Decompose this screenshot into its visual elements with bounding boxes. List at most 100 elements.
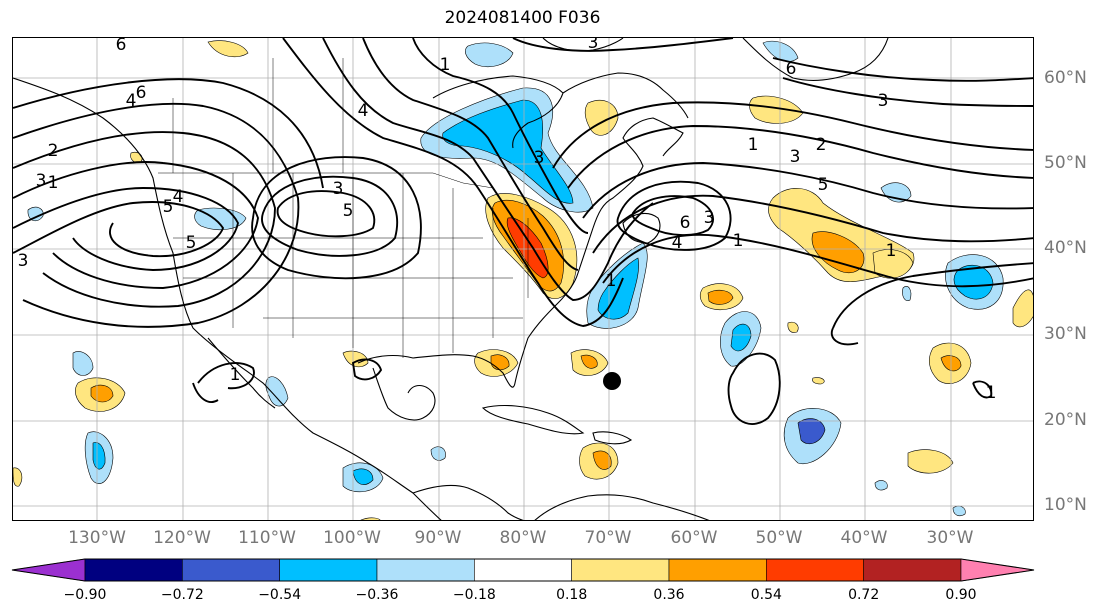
colorbar-segment [766, 558, 864, 582]
warm-blob-small-a [130, 151, 143, 163]
contour-label: 3 [18, 251, 29, 271]
blue-blob-greenland [762, 40, 799, 62]
blue-blob-caribbean-south-core [352, 468, 374, 485]
shaded-fields [13, 40, 1033, 520]
colorbar-segment [84, 558, 183, 582]
blue-blob-mid-pacific [72, 351, 94, 376]
blue-blob-small-3 [952, 505, 966, 517]
contour-label: 2 [816, 135, 827, 155]
contour-label: 6 [116, 38, 127, 55]
colorbar-tick-label: 0.72 [848, 587, 880, 603]
contour-label: 3 [704, 208, 715, 228]
map-title: 2024081400 F036 [444, 8, 601, 28]
lon-label-130w: 130°W [68, 528, 126, 548]
warm-blob-bahamas-orange [580, 354, 598, 369]
coast-baja [207, 337, 276, 409]
contour-label: 2 [48, 141, 59, 161]
graticule [13, 38, 1033, 520]
storm-center-marker [603, 372, 621, 390]
contour-label: 1 [230, 365, 241, 385]
warm-blob-northwest [207, 40, 249, 58]
colorbar-segment [376, 558, 475, 582]
warm-blob-south-atlantic [907, 449, 954, 474]
coast-greenland [742, 38, 889, 82]
contour-label: 5 [186, 233, 197, 253]
colorbar-segment [11, 558, 86, 582]
warm-blob-atlantic-central-orange [811, 231, 865, 274]
blue-blob-small-1 [430, 446, 446, 461]
lon-label-80w: 80°W [499, 528, 547, 548]
colorbar-tick-label: −0.36 [355, 587, 399, 603]
contour-label: 4 [173, 187, 184, 207]
lat-label-40n: 40°N [1044, 238, 1087, 258]
blue-blob-east-pacific-core [92, 442, 106, 470]
colorbar-tick-label: 0.90 [945, 587, 977, 603]
contour-label: 4 [672, 233, 683, 253]
contour-label: 1 [440, 55, 451, 75]
lon-label-50w: 50°W [755, 528, 803, 548]
blue-blob-south-atlantic-2 [902, 286, 912, 301]
contour-label: 1 [886, 241, 897, 261]
colorbar [11, 558, 1035, 582]
lon-label-70w: 70°W [584, 528, 632, 548]
contour-label: 6 [136, 83, 147, 103]
lon-label-40w: 40°W [840, 528, 888, 548]
contour-label: 1 [48, 173, 59, 193]
lon-label-30w: 30°W [926, 528, 974, 548]
contour-label: 1 [733, 231, 744, 251]
lat-label-50n: 50°N [1044, 153, 1087, 173]
colorbar-tick-label: −0.90 [63, 587, 107, 603]
lat-label-60n: 60°N [1044, 68, 1087, 88]
colorbar-segment [182, 558, 280, 582]
warm-blob-azores-orange [707, 289, 734, 305]
political-borders [158, 58, 529, 358]
lon-label-110w: 110°W [238, 528, 296, 548]
height-contours [13, 38, 1033, 425]
warm-blob-small-b [787, 321, 799, 333]
blue-blob-north [465, 42, 514, 67]
lat-label-10n: 10°N [1044, 495, 1087, 515]
lat-label-30n: 30°N [1044, 324, 1087, 344]
contour-label: 5 [343, 201, 354, 221]
lon-label-90w: 90°W [414, 528, 462, 548]
blue-blob-atlantic-mid-core [730, 323, 752, 352]
warm-blob-caribbean-orange [592, 450, 612, 470]
map-canvas: 6 4 1 3 2 1 3 5 4 3 6 3 2 1 3 5 1 3 5 1 … [13, 38, 1033, 520]
contour-label: 3 [36, 171, 47, 191]
contour-label: 4 [358, 101, 369, 121]
coast-gulf-of-mexico [357, 227, 594, 388]
blue-blob-east-atlantic-core [953, 264, 994, 300]
blue-blob-mexico [265, 376, 289, 407]
blue-blob-atlantic-south-core [797, 418, 826, 445]
colorbar-segment [279, 558, 378, 582]
coast-hispaniola [592, 431, 633, 445]
colorbar-segment [960, 558, 1035, 582]
lon-label-120w: 120°W [153, 528, 211, 548]
map-frame: 6 4 1 3 2 1 3 5 4 3 6 3 2 1 3 5 1 3 5 1 … [12, 37, 1034, 521]
warm-blob-gulf-west [342, 350, 369, 368]
coast-south-america [534, 494, 710, 520]
contour-label: 1 [606, 271, 617, 291]
warm-blob-small-e [360, 517, 381, 520]
colorbar-tick-label: −0.72 [160, 587, 204, 603]
warm-blob-us-east-red [506, 217, 549, 279]
blue-blob-small-2 [874, 480, 888, 491]
contour-label: 3 [790, 147, 801, 167]
colorbar-tick-label: 0.54 [750, 587, 782, 603]
coast-yucatan [372, 367, 436, 421]
contour-label: 3 [333, 179, 344, 199]
warm-blob-small-c [13, 467, 23, 487]
colorbar-tick-label: −0.18 [452, 587, 496, 603]
lon-label-100w: 100°W [323, 528, 381, 548]
coast-northeast [592, 117, 684, 229]
colorbar-tick-label: 0.18 [556, 587, 588, 603]
contour-label: 6 [680, 213, 691, 233]
colorbar-tick-label: 0.36 [653, 587, 685, 603]
blue-blob-pacific-small [27, 206, 44, 222]
colorbar-segment [474, 558, 572, 582]
contour-label: 5 [818, 175, 829, 195]
lat-label-20n: 20°N [1044, 410, 1087, 430]
contour-label-group: 6 4 1 3 2 1 3 5 4 3 6 3 2 1 3 5 1 3 5 1 … [18, 38, 997, 403]
contour-label: 3 [534, 148, 545, 168]
warm-blob-pacific-sw-orange [90, 384, 114, 403]
